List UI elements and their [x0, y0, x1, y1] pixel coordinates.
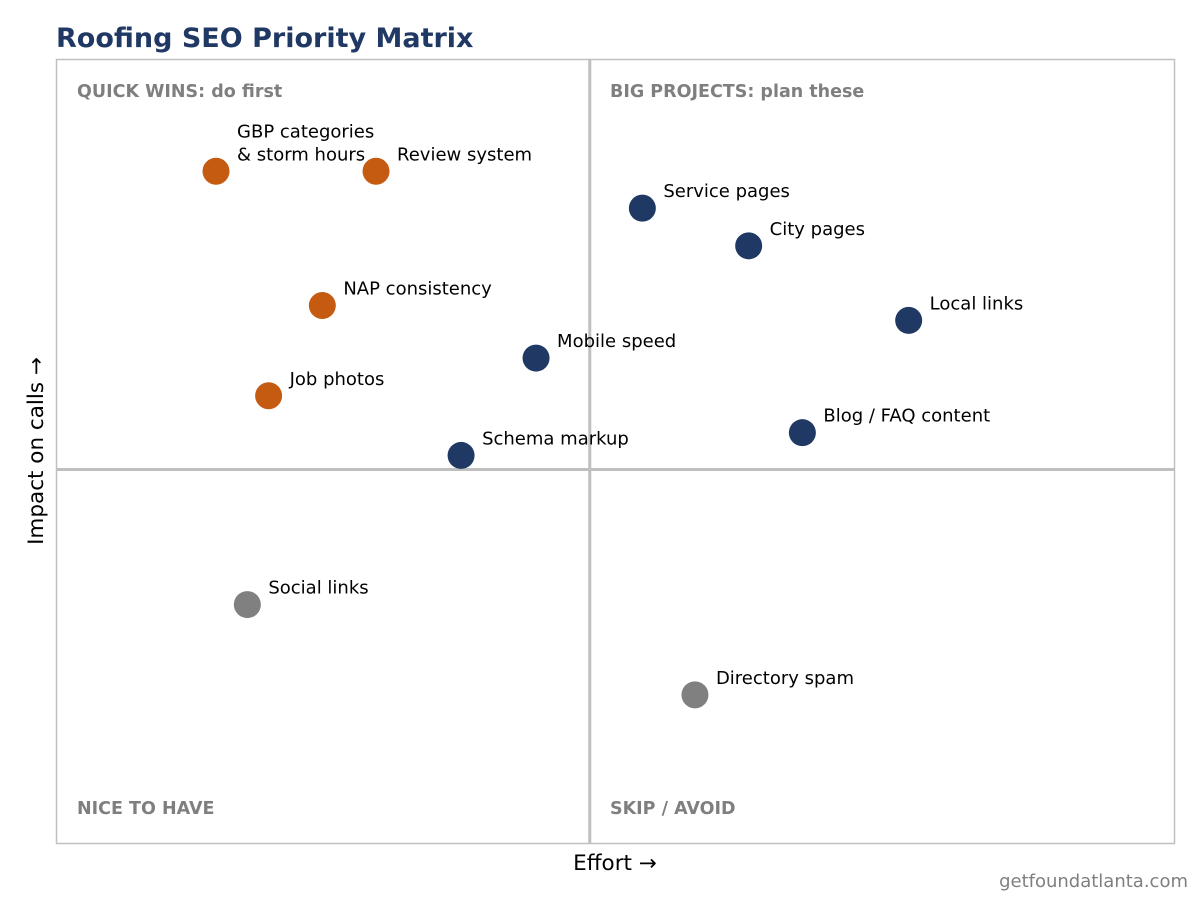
y-axis-label: Impact on calls →: [24, 357, 49, 545]
point-label-city-pages: City pages: [770, 219, 865, 240]
chart-title: Roofing SEO Priority Matrix: [56, 23, 473, 54]
point-schema-markup: [447, 441, 475, 469]
quadrant-label-skip-avoid: SKIP / AVOID: [610, 799, 736, 819]
point-label-review-system: Review system: [397, 144, 532, 165]
quadrant-label-big-projects: BIG PROJECTS: plan these: [610, 82, 864, 102]
point-city-pages: [735, 232, 763, 260]
point-label-social-links: Social links: [268, 578, 368, 599]
point-review-system: [362, 157, 390, 185]
point-gbp-categories-storm-hours: [202, 157, 230, 185]
point-nap-consistency: [308, 291, 336, 319]
point-label-gbp-categories-storm-hours: GBP categories & storm hours: [237, 121, 374, 165]
point-label-local-links: Local links: [930, 293, 1024, 314]
point-label-mobile-speed: Mobile speed: [557, 331, 676, 352]
quadrant-label-quick-wins: QUICK WINS: do first: [77, 82, 282, 102]
data-points: GBP categories & storm hours Review system…: [202, 121, 1024, 709]
quadrant-label-nice-to-have: NICE TO HAVE: [77, 799, 214, 819]
point-mobile-speed: [522, 344, 550, 372]
plot-frame: [55, 58, 1176, 845]
point-directory-spam: [681, 681, 709, 709]
point-label-service-pages: Service pages: [663, 181, 790, 202]
point-job-photos: [255, 382, 283, 410]
point-service-pages: [628, 194, 656, 222]
point-local-links: [895, 306, 923, 334]
footer-website: getfoundatlanta.com: [999, 871, 1188, 892]
point-blog-faq-content: [788, 419, 816, 447]
point-label-blog-faq-content: Blog / FAQ content: [823, 406, 990, 427]
point-label-schema-markup: Schema markup: [482, 428, 629, 449]
x-axis-label: Effort →: [573, 851, 657, 876]
point-label-directory-spam: Directory spam: [716, 668, 854, 689]
point-label-nap-consistency: NAP consistency: [343, 278, 492, 299]
point-label-job-photos: Job photos: [289, 369, 385, 390]
point-social-links: [233, 591, 261, 619]
